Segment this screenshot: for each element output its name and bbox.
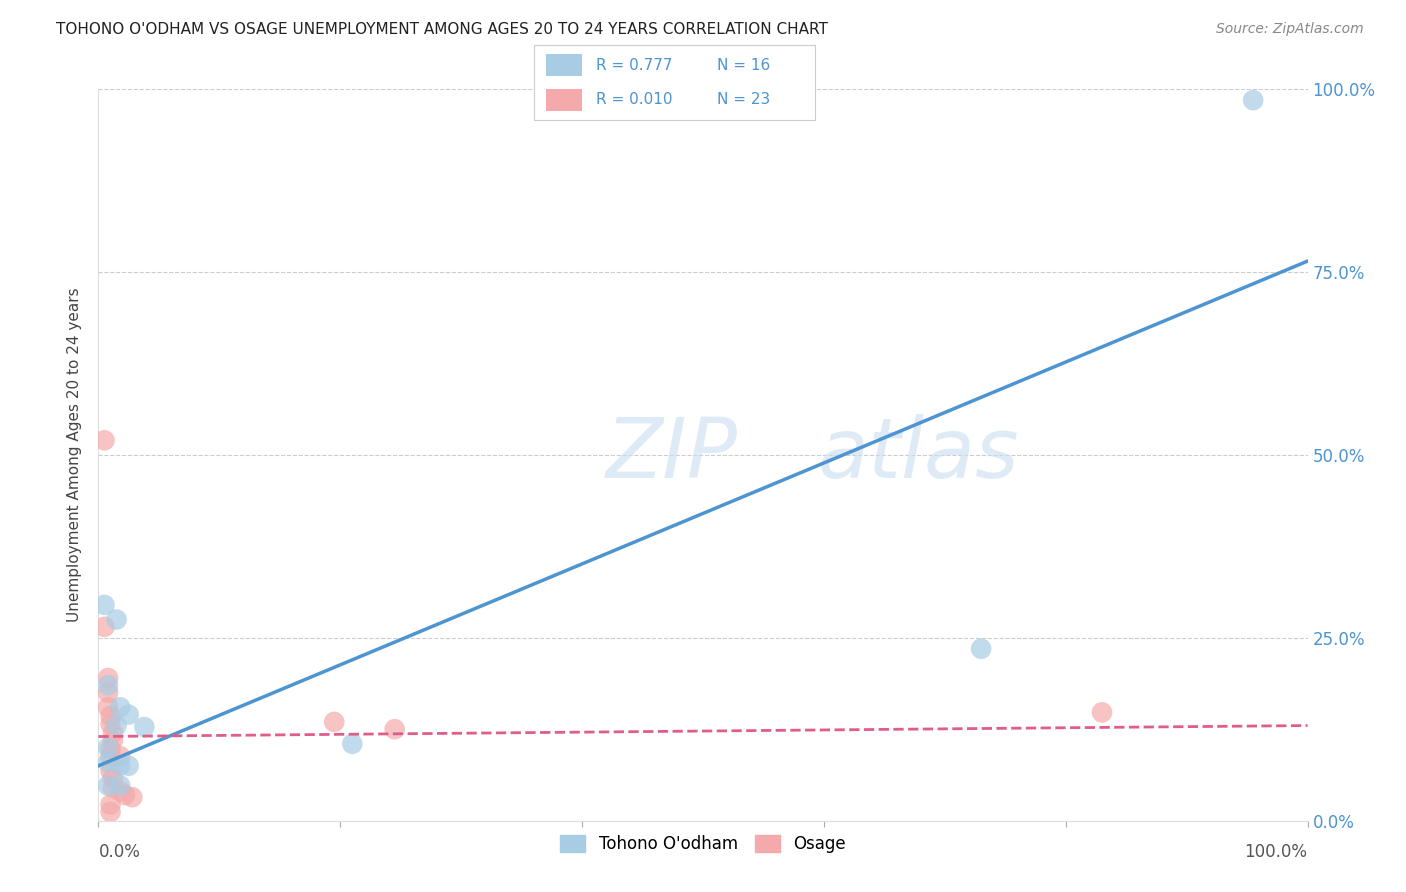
Text: 100.0%: 100.0% — [1244, 843, 1308, 861]
Text: Source: ZipAtlas.com: Source: ZipAtlas.com — [1216, 22, 1364, 37]
Y-axis label: Unemployment Among Ages 20 to 24 years: Unemployment Among Ages 20 to 24 years — [67, 287, 83, 623]
FancyBboxPatch shape — [546, 54, 582, 77]
Point — [100, 749, 122, 764]
Point — [342, 737, 364, 751]
Point — [93, 598, 115, 612]
Point — [108, 700, 131, 714]
Point — [101, 726, 124, 740]
Point — [108, 749, 131, 764]
Point — [323, 714, 346, 729]
Text: atlas: atlas — [818, 415, 1019, 495]
Point — [118, 707, 141, 722]
Point — [108, 784, 131, 798]
Point — [97, 700, 120, 714]
FancyBboxPatch shape — [546, 88, 582, 112]
Point — [97, 779, 120, 793]
Point — [100, 709, 122, 723]
Point — [100, 742, 122, 756]
Point — [1091, 706, 1114, 720]
Text: R = 0.777: R = 0.777 — [596, 58, 672, 72]
Legend: Tohono O'odham, Osage: Tohono O'odham, Osage — [554, 829, 852, 860]
Text: 0.0%: 0.0% — [98, 843, 141, 861]
Point — [970, 641, 993, 656]
Point — [105, 718, 128, 732]
Point — [97, 671, 120, 685]
Point — [101, 780, 124, 795]
Text: N = 16: N = 16 — [717, 58, 770, 72]
Point — [114, 788, 136, 802]
Point — [101, 733, 124, 747]
Text: N = 23: N = 23 — [717, 93, 770, 107]
Point — [121, 790, 143, 805]
Point — [108, 779, 131, 793]
Point — [97, 678, 120, 692]
Point — [105, 613, 128, 627]
Text: TOHONO O'ODHAM VS OSAGE UNEMPLOYMENT AMONG AGES 20 TO 24 YEARS CORRELATION CHART: TOHONO O'ODHAM VS OSAGE UNEMPLOYMENT AMO… — [56, 22, 828, 37]
Point — [100, 797, 122, 812]
Point — [108, 758, 131, 772]
Point — [1241, 93, 1264, 107]
Point — [97, 686, 120, 700]
Point — [93, 434, 115, 448]
Point — [93, 620, 115, 634]
Text: R = 0.010: R = 0.010 — [596, 93, 672, 107]
Point — [134, 720, 156, 734]
Point — [100, 764, 122, 778]
Point — [100, 805, 122, 819]
Point — [97, 740, 120, 755]
Point — [100, 717, 122, 731]
Text: ZIP: ZIP — [606, 415, 738, 495]
Point — [97, 755, 120, 769]
Point — [384, 723, 406, 737]
Point — [118, 758, 141, 772]
Point — [101, 771, 124, 785]
